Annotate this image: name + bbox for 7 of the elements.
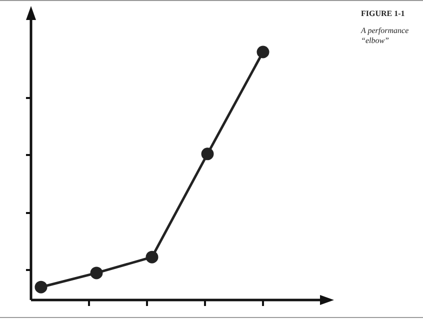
point [146, 250, 158, 264]
text: A performance “elbow” [361, 26, 410, 46]
point [256, 46, 270, 58]
point [201, 148, 214, 160]
point [90, 266, 103, 280]
text: FIGURE 1-1 [361, 9, 406, 18]
point [34, 280, 48, 294]
